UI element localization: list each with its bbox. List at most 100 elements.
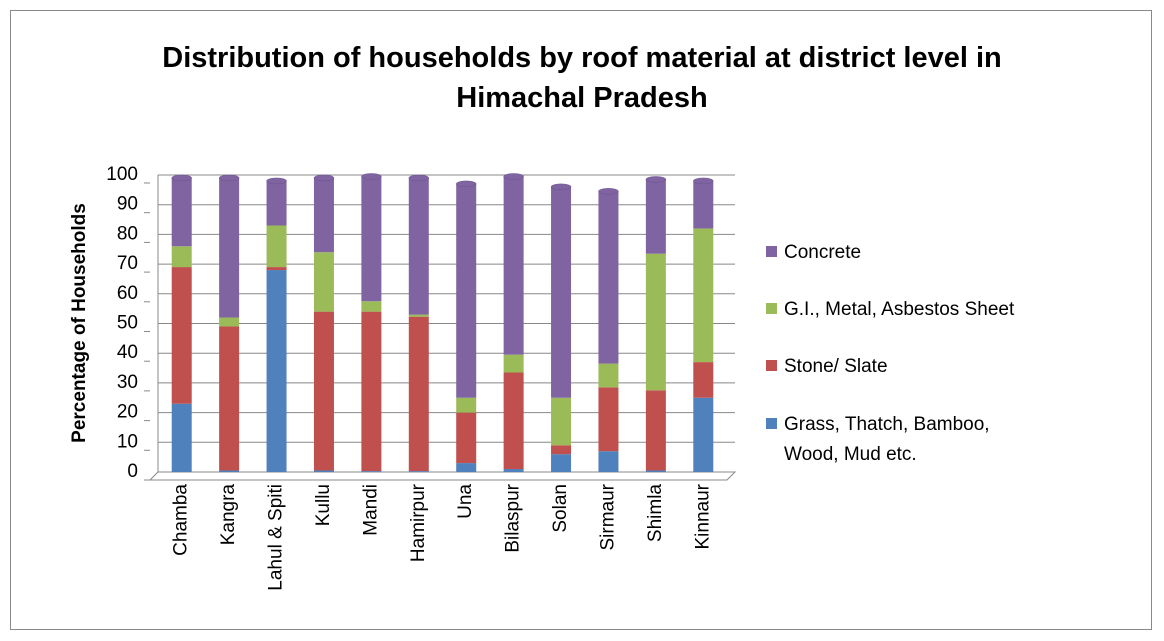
- bar-cap: [361, 173, 382, 180]
- bar-segment: [456, 463, 477, 472]
- bar-segment: [456, 412, 477, 464]
- bar-segment: [693, 397, 714, 472]
- x-tick-label: Hamirpur: [408, 483, 429, 562]
- bar-segment: [598, 363, 619, 388]
- y-tick-label: 90: [117, 194, 138, 215]
- x-tick-label: Una: [455, 484, 476, 519]
- y-tick-label: 20: [117, 402, 138, 423]
- bar-segment: [693, 362, 714, 398]
- bar-segment: [598, 191, 619, 364]
- bar-segment: [361, 176, 382, 302]
- y-axis-title: Percentage of Households: [69, 203, 90, 443]
- bar-segment: [313, 470, 334, 472]
- y-tick-label: 60: [117, 283, 138, 304]
- bar-segment: [266, 180, 287, 226]
- bar-segment: [503, 176, 524, 355]
- legend-item: Stone/ Slate: [766, 352, 1066, 382]
- bar-cap: [313, 174, 335, 182]
- x-tick-label: Solan: [550, 484, 571, 533]
- x-tick-label: Mandi: [360, 484, 381, 536]
- bar-segment: [408, 471, 429, 472]
- bar-cap: [550, 183, 572, 191]
- bar-segment: [645, 470, 666, 472]
- legend-swatch: [766, 418, 777, 429]
- bar-cap: [693, 177, 714, 185]
- bar-segment: [456, 183, 477, 398]
- bar-segment: [408, 177, 429, 315]
- legend-item: Grass, Thatch, Bamboo, Wood, Mud etc.: [766, 410, 1066, 470]
- y-tick-label: 70: [117, 253, 138, 274]
- bar-cap: [266, 177, 287, 185]
- bar-segment: [313, 177, 334, 253]
- bar-segment: [313, 252, 334, 312]
- bar-segment: [503, 372, 524, 470]
- x-tick-label: Bilaspur: [503, 483, 524, 552]
- bar-segment: [645, 179, 666, 254]
- bar-segment: [266, 267, 287, 271]
- y-tick-label: 40: [117, 342, 138, 363]
- bar-segment: [313, 311, 334, 471]
- bar-cap: [218, 174, 240, 182]
- bar-segment: [219, 326, 240, 471]
- bar-segment: [598, 387, 619, 452]
- legend-swatch: [766, 303, 777, 314]
- bar-segment: [266, 270, 287, 472]
- bar-segment: [171, 246, 192, 268]
- x-tick-label: Kangra: [218, 484, 239, 546]
- bar-segment: [361, 311, 382, 472]
- bar-cap: [408, 174, 430, 182]
- legend-item: G.I., Metal, Asbestos Sheet: [766, 295, 1066, 325]
- legend-label: G.I., Metal, Asbestos Sheet: [784, 299, 1015, 320]
- floor: [148, 471, 737, 481]
- legend-swatch: [766, 246, 777, 257]
- bar-segment: [551, 445, 572, 455]
- chart-frame: [10, 10, 1152, 630]
- x-tick-label: Kinnaur: [692, 483, 713, 549]
- y-tick-label: 100: [106, 164, 138, 185]
- x-tick-label: Sirmaur: [597, 483, 618, 550]
- x-tick-label: Shimla: [645, 484, 666, 543]
- bar-segment: [551, 186, 572, 398]
- bar-segment: [693, 228, 714, 363]
- y-tick-label: 10: [117, 431, 138, 452]
- bar-segment: [219, 470, 240, 472]
- bar-segment: [266, 225, 287, 268]
- legend-label: Concrete: [784, 242, 862, 263]
- legend-label: Grass, Thatch, Bamboo, Wood, Mud etc.: [784, 414, 990, 465]
- bar-segment: [503, 354, 524, 373]
- legend-swatch: [766, 360, 777, 371]
- bar-segment: [408, 316, 429, 472]
- y-tick-label: 50: [117, 313, 138, 334]
- bar-cap: [455, 180, 477, 188]
- y-tick-label: 30: [117, 372, 138, 393]
- x-tick-label: Kullu: [313, 484, 334, 526]
- bar-cap: [503, 173, 524, 180]
- bar-segment: [645, 253, 666, 391]
- bar-segment: [219, 177, 240, 318]
- bar-segment: [551, 397, 572, 446]
- bar-segment: [171, 267, 192, 404]
- x-tick-label: Chamba: [171, 484, 192, 556]
- bar-cap: [598, 188, 619, 195]
- legend-item: Concrete: [766, 238, 1066, 268]
- bar-segment: [598, 451, 619, 472]
- bar-segment: [503, 469, 524, 472]
- bar-cap: [645, 176, 667, 183]
- bar-segment: [219, 317, 240, 327]
- bar-segment: [456, 397, 477, 413]
- chart-title: Distribution of households by roof mater…: [162, 42, 1002, 114]
- bar-segment: [361, 301, 382, 312]
- y-tick-label: 80: [117, 223, 138, 244]
- bar-segment: [361, 471, 382, 472]
- bar-segment: [645, 390, 666, 471]
- bar-segment: [551, 454, 572, 472]
- bar-segment: [171, 403, 192, 472]
- x-tick-label: Lahul & Spiti: [266, 484, 287, 591]
- bar-segment: [408, 314, 429, 317]
- y-tick-label: 0: [127, 461, 138, 482]
- bar-cap: [171, 174, 192, 182]
- bar-segment: [693, 180, 714, 229]
- legend-label: Stone/ Slate: [784, 356, 888, 377]
